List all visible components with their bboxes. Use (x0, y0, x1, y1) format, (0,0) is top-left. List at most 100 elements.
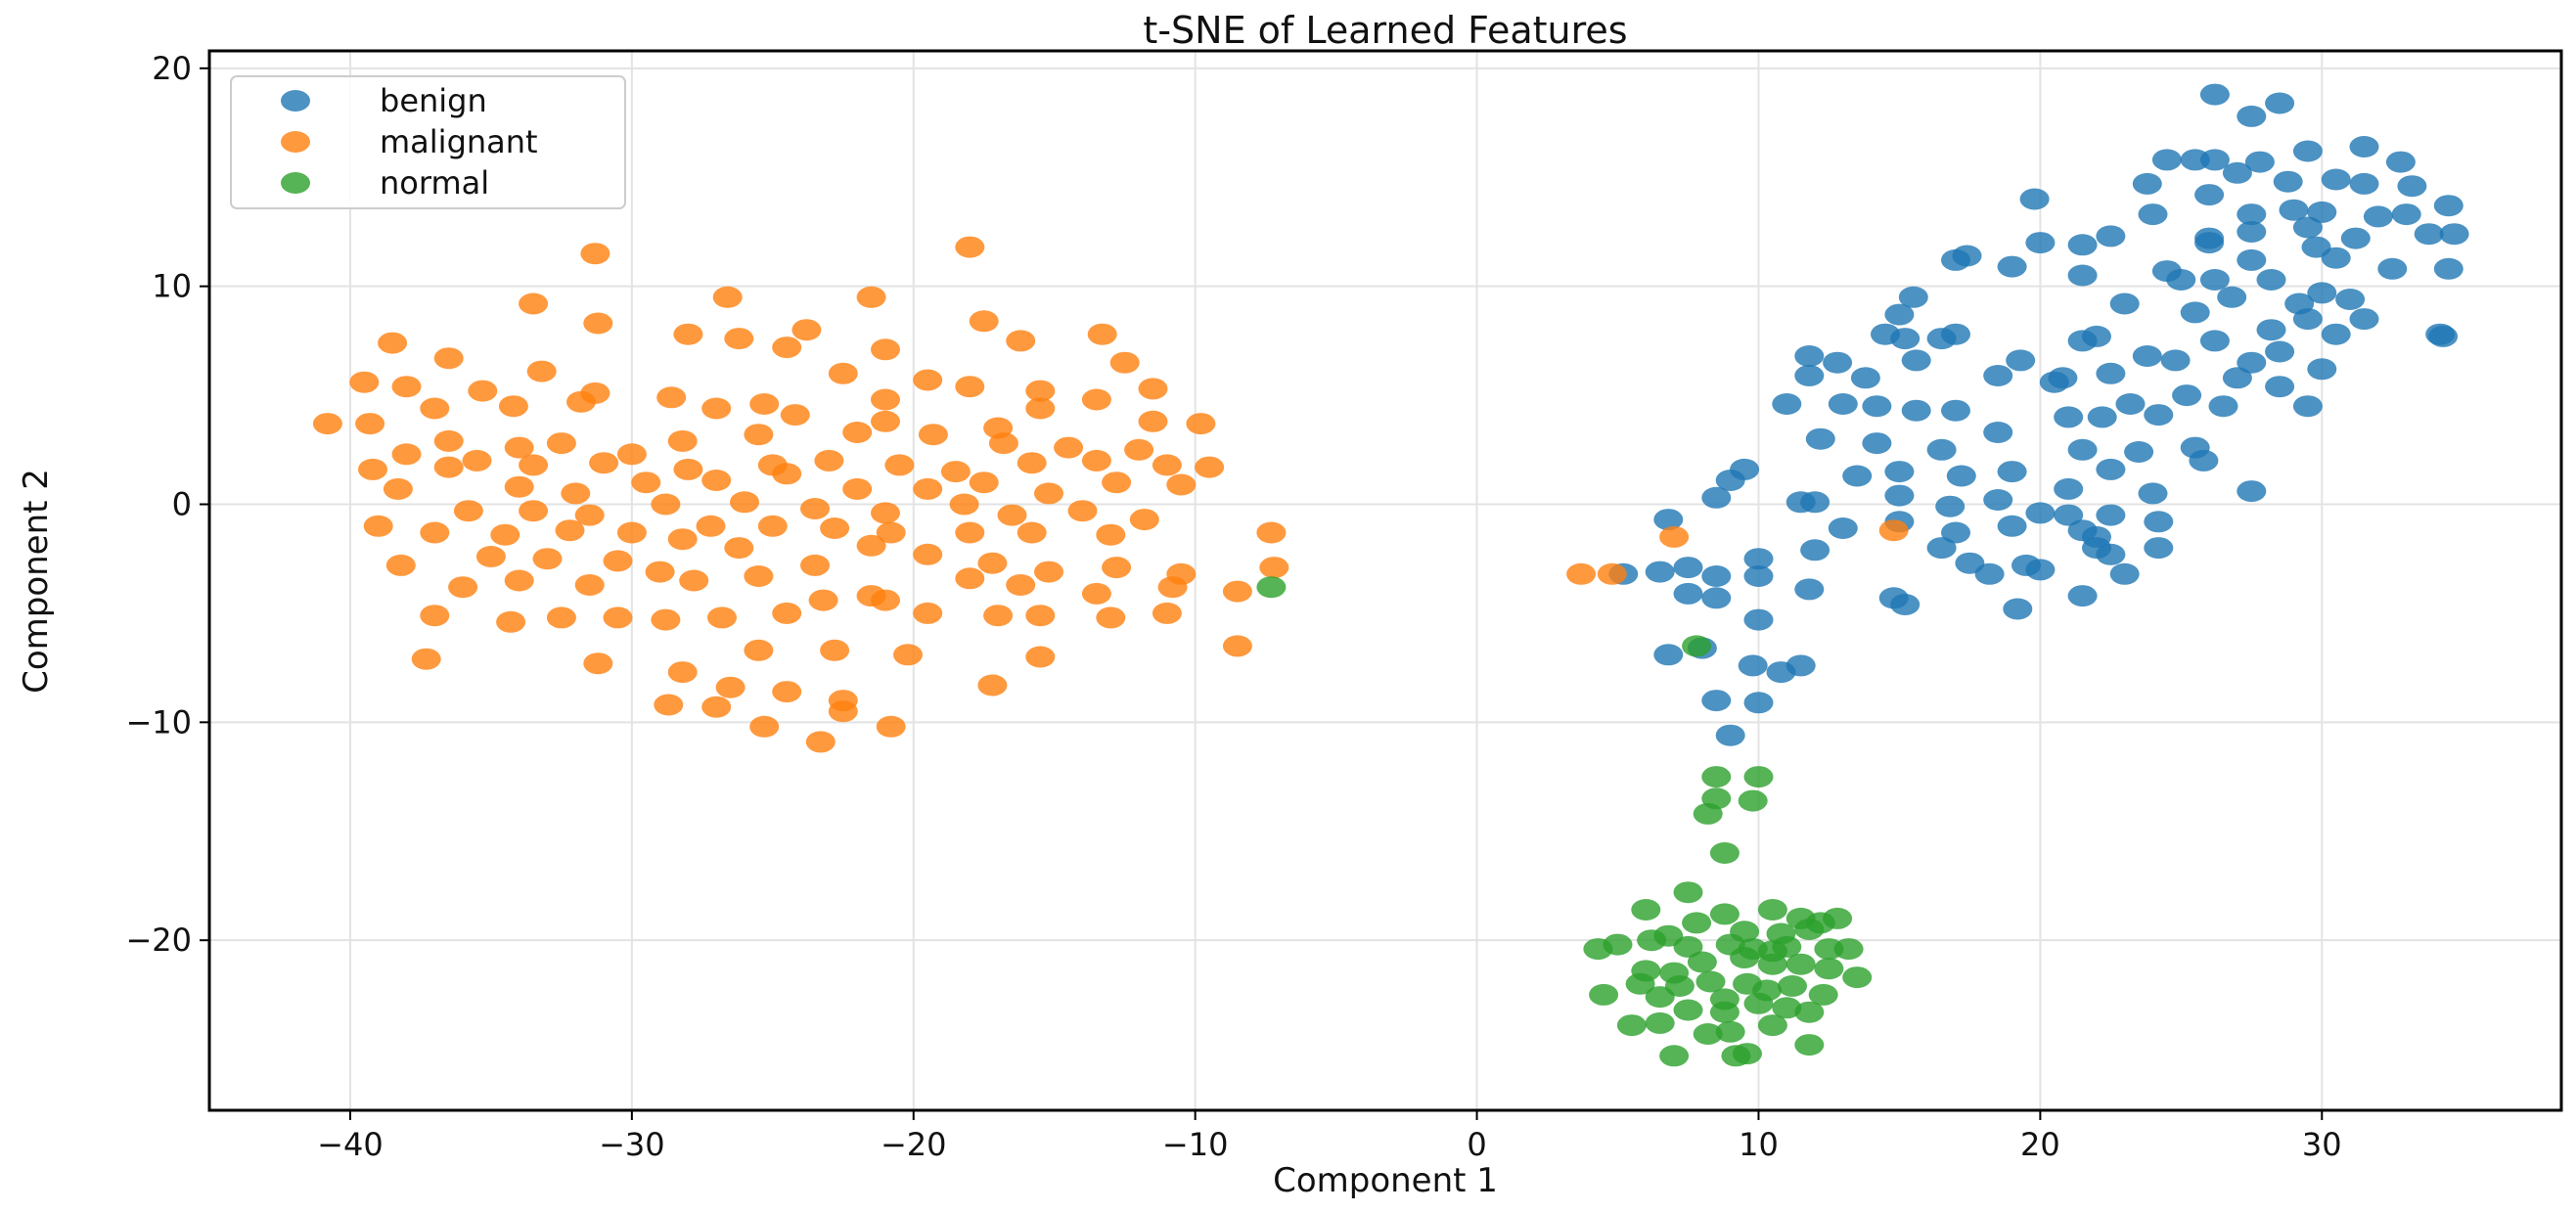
benign-point (1974, 562, 2005, 585)
malignant-point (546, 432, 576, 455)
benign-point (2363, 205, 2393, 228)
malignant-point (490, 523, 520, 546)
benign-point (1946, 465, 1976, 487)
benign-point (1701, 486, 1732, 509)
normal-point (1733, 1043, 1762, 1065)
legend: benign malignant normal (230, 75, 626, 209)
malignant-point (589, 452, 619, 474)
benign-point (1941, 323, 1970, 345)
benign-point (1952, 245, 1982, 267)
malignant-point (1025, 646, 1056, 668)
benign-point (2265, 376, 2295, 398)
malignant-point (566, 390, 596, 413)
normal-point (1673, 881, 1703, 904)
malignant-point (1025, 605, 1056, 627)
malignant-point (1081, 449, 1111, 472)
malignant-point (780, 404, 810, 427)
benign-point (1715, 470, 1745, 491)
benign-point (2006, 349, 2036, 372)
malignant-point (673, 458, 703, 480)
malignant-point (871, 502, 900, 524)
normal-point (1701, 766, 1732, 788)
normal-point (1687, 951, 1717, 973)
series-malignant (312, 236, 1909, 753)
malignant-point (378, 332, 408, 354)
malignant-point (312, 413, 342, 435)
malignant-point (701, 696, 732, 718)
benign-point (1997, 461, 2027, 483)
benign-point (2391, 203, 2421, 226)
malignant-point (433, 429, 464, 452)
malignant-point (1081, 582, 1111, 605)
benign-point (2237, 480, 2267, 503)
normal-point (1695, 970, 1726, 993)
benign-point (1935, 495, 1966, 517)
benign-point (2019, 188, 2050, 210)
benign-point (1884, 461, 1915, 483)
malignant-point (871, 388, 900, 411)
malignant-point (391, 376, 422, 398)
benign-point (2321, 323, 2351, 345)
normal-point (1730, 947, 1760, 968)
benign-point (1743, 692, 1774, 714)
benign-point (1901, 399, 1931, 422)
benign-point (1645, 561, 1675, 583)
normal-point (1794, 1001, 1825, 1023)
benign-point (1701, 690, 1732, 712)
malignant-point (526, 360, 557, 382)
benign-point (2067, 264, 2098, 287)
x-tick-label: 0 (1467, 1126, 1486, 1163)
benign-point (2172, 384, 2202, 407)
benign-point (2067, 438, 2098, 461)
malignant-point (1222, 635, 1252, 657)
malignant-point (462, 449, 492, 472)
malignant-point (696, 515, 726, 537)
benign-point (1794, 365, 1825, 386)
normal-point (1757, 899, 1787, 921)
malignant-point (355, 413, 385, 435)
normal-point (1709, 903, 1740, 925)
benign-point (1800, 539, 1830, 562)
benign-point (2067, 585, 2098, 607)
legend-label-malignant: malignant (380, 123, 538, 160)
malignant-point (448, 576, 478, 599)
benign-point (2439, 223, 2469, 246)
benign-point (2222, 367, 2252, 389)
malignant-point (385, 554, 416, 576)
x-tick-label: −10 (1162, 1126, 1229, 1163)
benign-point (1653, 509, 1684, 531)
malignant-point (1102, 472, 1132, 494)
malignant-point (955, 236, 985, 258)
benign-point (1794, 578, 1825, 601)
benign-point (2433, 257, 2463, 280)
malignant-point (997, 504, 1027, 526)
malignant-point (884, 454, 915, 476)
legend-box (230, 75, 626, 209)
malignant-point (805, 731, 836, 753)
benign-point (2433, 195, 2463, 217)
malignant-point (977, 552, 1008, 574)
normal-point (1256, 576, 1287, 599)
benign-point (2385, 151, 2416, 173)
benign-point (2025, 559, 2056, 581)
malignant-point (1138, 378, 1168, 400)
normal-point (1631, 899, 1661, 921)
benign-point (1983, 489, 2013, 511)
malignant-point (772, 602, 802, 624)
benign-point (2054, 406, 2084, 428)
malignant-point (1025, 380, 1056, 402)
benign-point (1673, 582, 1703, 605)
malignant-point (349, 371, 380, 393)
malignant-point (955, 521, 985, 544)
benign-point (2109, 292, 2140, 315)
malignant-point (913, 369, 943, 391)
normal-point (1682, 912, 1712, 934)
benign-point (1743, 608, 1774, 631)
benign-point (1842, 465, 1873, 487)
normal-point (1743, 766, 1774, 788)
malignant-point (1195, 456, 1225, 478)
malignant-point (913, 477, 943, 500)
normal-point (1693, 802, 1723, 825)
malignant-point (519, 454, 549, 476)
benign-point (2307, 282, 2337, 304)
